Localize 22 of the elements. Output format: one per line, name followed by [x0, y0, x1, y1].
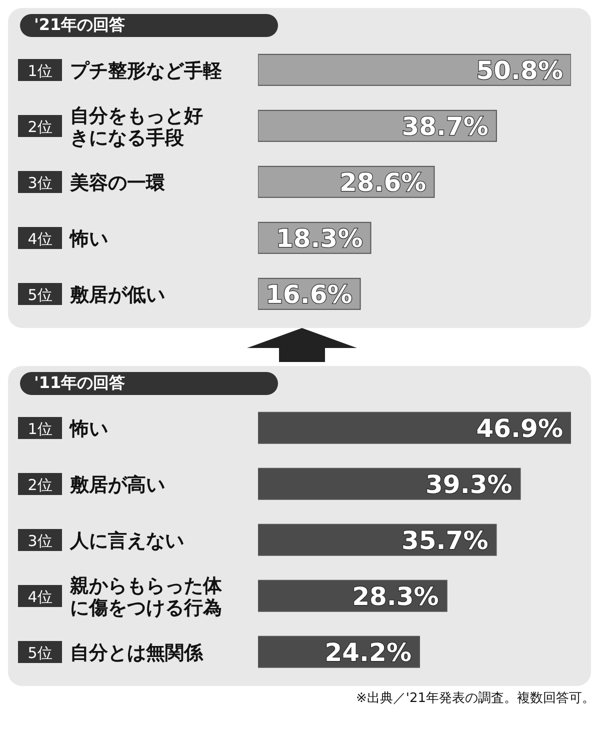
y-tick-label: 5位 敷居が低い [28, 284, 165, 306]
data-label: 46.9% [476, 414, 563, 443]
y-tick-label: 3位 美容の一環 [28, 172, 166, 194]
data-label: 28.3% [352, 582, 439, 611]
y-tick-label: 3位 人に言えない [28, 530, 184, 552]
data-label: 39.3% [426, 470, 512, 499]
data-label: 38.7% [402, 112, 488, 141]
data-label: 16.6% [266, 280, 352, 309]
data-label: 18.3% [276, 224, 363, 253]
data-label: 28.6% [339, 168, 426, 197]
y-tick-label: 1位 プチ整形など手軽 [28, 60, 223, 82]
bar [258, 412, 571, 444]
y-tick-label: 2位 敷居が高い [28, 474, 165, 496]
text: '11年の回答 [20, 372, 278, 395]
y-tick-label: 4位 怖い [28, 228, 108, 250]
text: ※出典／'21年発表の調査。複数回答可。 [354, 690, 595, 707]
text: '21年の回答 [20, 14, 278, 37]
data-label: 24.2% [324, 638, 412, 667]
y-tick-label: 5位 自分とは無関係 [28, 642, 204, 664]
data-label: 50.8% [476, 56, 563, 85]
y-tick-label: 1位 怖い [28, 418, 108, 440]
data-label: 35.7% [402, 526, 488, 555]
